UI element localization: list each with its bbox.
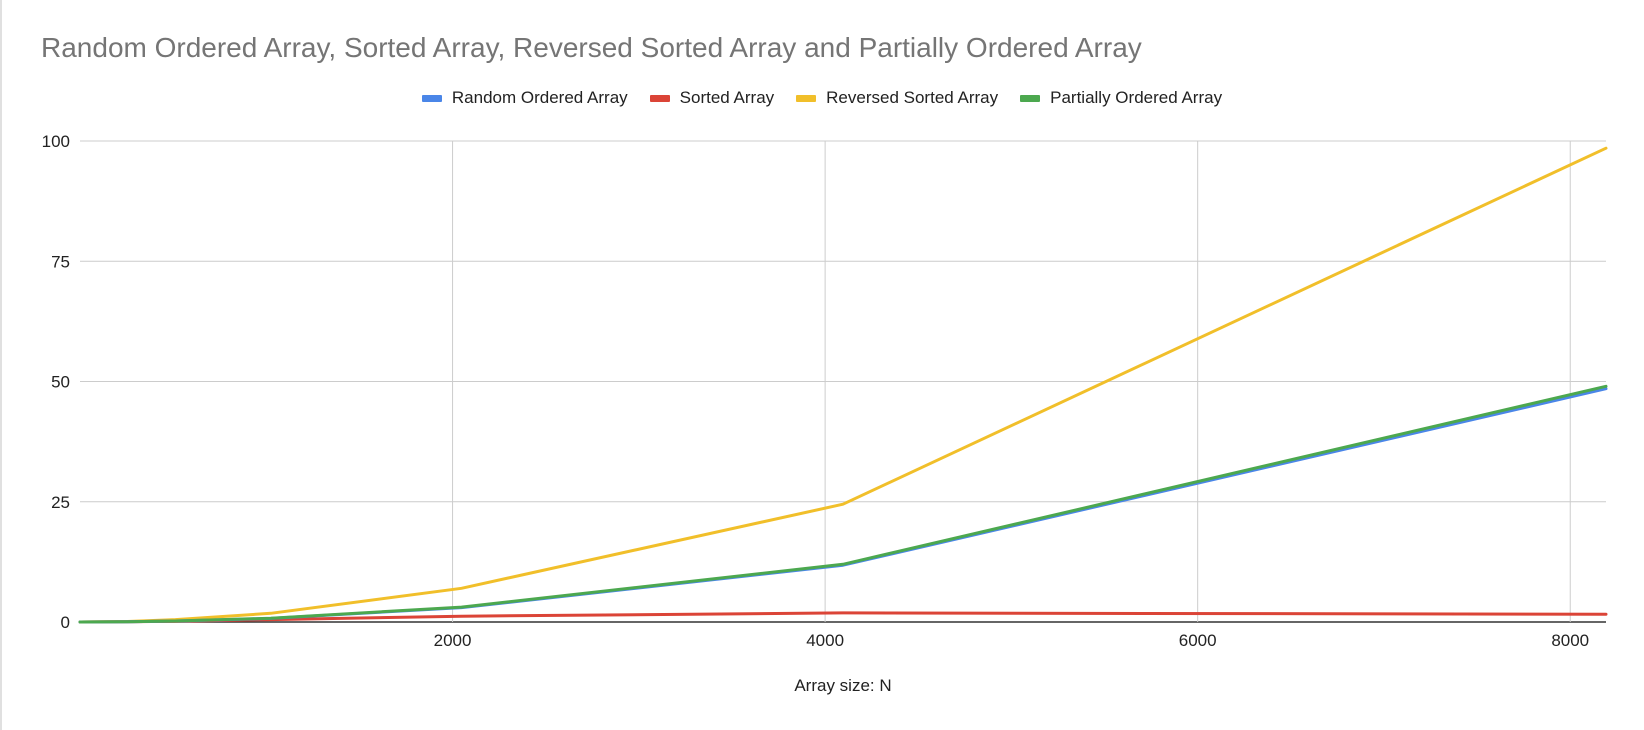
legend-label: Sorted Array: [679, 88, 775, 107]
frame-border: [0, 0, 2, 730]
chart-title: Random Ordered Array, Sorted Array, Reve…: [41, 32, 1142, 63]
legend-swatch: [796, 94, 817, 102]
series-line-partially-ordered-array: [78, 384, 1608, 624]
x-axis-label: Array size: N: [794, 676, 891, 695]
chart-legend: Random Ordered Array Sorted Array Reversed…: [0, 88, 1644, 108]
legend-item: Partially Ordered Array: [1020, 88, 1222, 108]
grid-lines: [80, 140, 1606, 623]
y-tick-label: 50: [51, 373, 70, 392]
legend-label: Partially Ordered Array: [1050, 88, 1223, 107]
legend-item: Random Ordered Array: [421, 88, 628, 108]
x-tick-label: 2000: [434, 631, 472, 650]
x-tick-label: 6000: [1179, 631, 1217, 650]
x-tick-label: 4000: [806, 631, 844, 650]
legend-swatch: [649, 94, 670, 102]
x-axis-ticks: 2000 4000 6000 8000: [434, 631, 1590, 650]
legend-swatch: [1020, 94, 1041, 102]
y-tick-label: 100: [42, 132, 70, 151]
series-lines: [78, 146, 1608, 624]
y-tick-label: 0: [61, 613, 70, 632]
legend-label: Reversed Sorted Array: [826, 88, 999, 107]
x-tick-label: 8000: [1551, 631, 1589, 650]
legend-swatch: [421, 94, 442, 102]
legend-item: Reversed Sorted Array: [796, 88, 998, 108]
legend-item: Sorted Array: [649, 88, 775, 108]
legend-label: Random Ordered Array: [451, 88, 628, 107]
y-tick-label: 25: [51, 493, 70, 512]
y-tick-label: 75: [51, 252, 70, 271]
y-axis-ticks: 0 25 50 75 100: [42, 132, 70, 632]
series-line-reversed-sorted-array: [78, 146, 1608, 624]
